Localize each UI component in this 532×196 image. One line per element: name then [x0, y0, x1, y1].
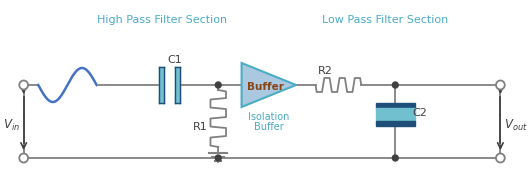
Bar — [376, 121, 415, 126]
Circle shape — [19, 81, 28, 90]
Bar — [376, 108, 415, 121]
Circle shape — [496, 81, 505, 90]
Circle shape — [496, 153, 505, 162]
Bar — [376, 103, 415, 108]
Text: C2: C2 — [412, 108, 427, 118]
Circle shape — [393, 82, 398, 88]
Text: C1: C1 — [167, 55, 182, 65]
Text: Buffer: Buffer — [254, 122, 284, 132]
Text: R2: R2 — [318, 66, 332, 76]
Circle shape — [393, 155, 398, 161]
Circle shape — [215, 155, 221, 161]
Polygon shape — [242, 63, 296, 107]
Text: $V_{in}$: $V_{in}$ — [3, 117, 20, 132]
Text: Buffer: Buffer — [246, 82, 284, 92]
Circle shape — [19, 153, 28, 162]
Text: Isolation: Isolation — [248, 112, 289, 122]
Bar — [159, 67, 164, 103]
Text: $V_{out}$: $V_{out}$ — [504, 117, 528, 132]
Text: R1: R1 — [193, 122, 208, 132]
Circle shape — [215, 82, 221, 88]
Text: Low Pass Filter Section: Low Pass Filter Section — [322, 15, 448, 25]
Bar — [176, 67, 180, 103]
Text: High Pass Filter Section: High Pass Filter Section — [97, 15, 227, 25]
